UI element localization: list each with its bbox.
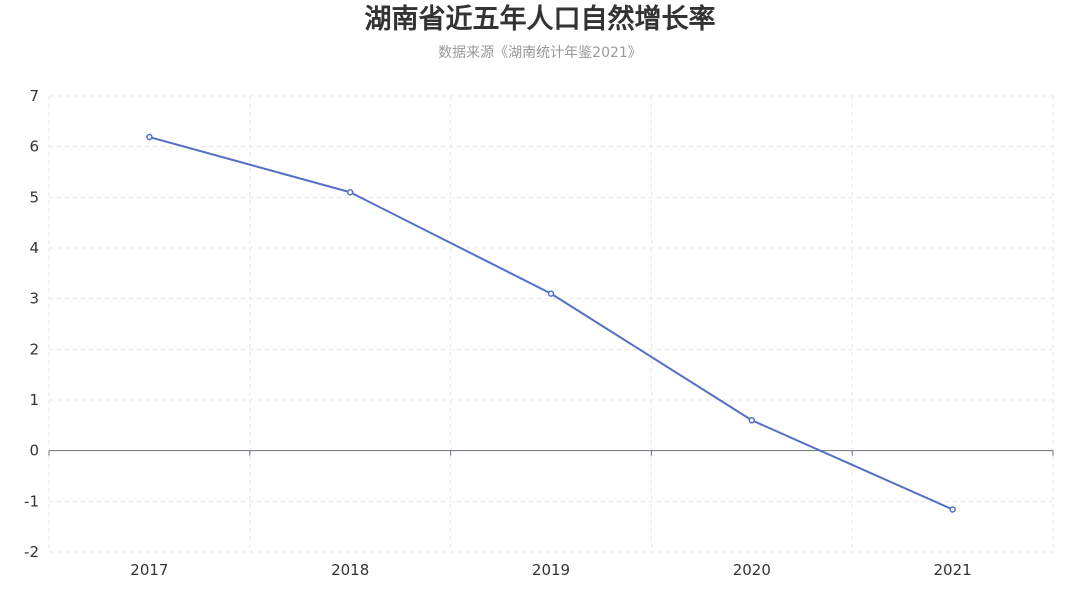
data-point[interactable] — [748, 417, 756, 424]
y-tick-label: 6 — [29, 138, 39, 156]
x-tick-label: 2017 — [130, 561, 168, 579]
data-point[interactable] — [949, 506, 956, 513]
grid-layer — [48, 95, 1054, 553]
y-tick-label: 4 — [29, 239, 39, 257]
series-line — [149, 136, 954, 511]
x-tick-label: 2020 — [733, 561, 771, 579]
tick-label-layer: -2 -1 0 1 2 3 4 5 6 7 2017 2018 2019 2020 2021 — [24, 87, 972, 579]
y-tick-label: 7 — [29, 87, 39, 105]
chart-subtitle: 数据来源《湖南统计年鉴2021》 — [438, 45, 642, 61]
chart-title: 湖南省近五年人口自然增长率 — [364, 4, 716, 35]
data-point[interactable] — [146, 133, 153, 141]
x-tick-label: 2018 — [331, 561, 369, 579]
y-tick-label: -1 — [24, 492, 39, 510]
y-tick-label: 5 — [29, 188, 39, 206]
data-point[interactable] — [547, 290, 555, 297]
y-tick-label: 0 — [29, 442, 39, 460]
y-tick-label: 1 — [29, 391, 39, 409]
y-tick-label: -2 — [24, 543, 39, 561]
data-point[interactable] — [346, 189, 354, 196]
y-tick-label: 2 — [29, 340, 39, 358]
axis-layer — [48, 450, 1054, 456]
y-tick-label: 3 — [29, 290, 39, 308]
x-tick-label: 2019 — [532, 561, 570, 579]
series-layer — [146, 133, 956, 513]
x-tick-label: 2021 — [934, 561, 972, 579]
